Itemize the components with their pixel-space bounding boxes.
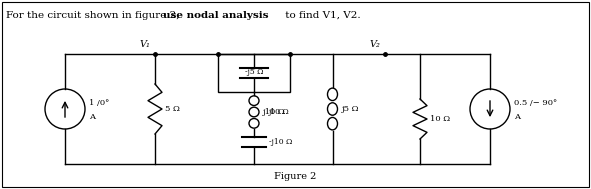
Text: Figure 2: Figure 2	[274, 172, 316, 181]
Text: j10 Ω: j10 Ω	[269, 108, 290, 116]
Text: use nodal analysis: use nodal analysis	[163, 11, 268, 20]
Text: A: A	[514, 113, 520, 121]
Text: V₁: V₁	[139, 40, 150, 49]
Text: A: A	[89, 113, 95, 121]
Text: 10 Ω: 10 Ω	[430, 115, 450, 123]
Text: -j5 Ω: -j5 Ω	[245, 68, 263, 76]
Bar	[218, 54, 290, 92]
Text: j5 Ω: j5 Ω	[342, 105, 359, 113]
Text: to find V1, V2.: to find V1, V2.	[282, 11, 361, 20]
Text: -j10 Ω: -j10 Ω	[269, 138, 293, 146]
Text: 5 Ω: 5 Ω	[165, 105, 180, 113]
Text: For the circuit shown in figure 2,: For the circuit shown in figure 2,	[6, 11, 183, 20]
Text: 0.5 /− 90°: 0.5 /− 90°	[514, 99, 557, 107]
Text: 1 /0°: 1 /0°	[89, 99, 109, 107]
Text: j10 Ω: j10 Ω	[263, 108, 286, 116]
Text: V₂: V₂	[369, 40, 380, 49]
